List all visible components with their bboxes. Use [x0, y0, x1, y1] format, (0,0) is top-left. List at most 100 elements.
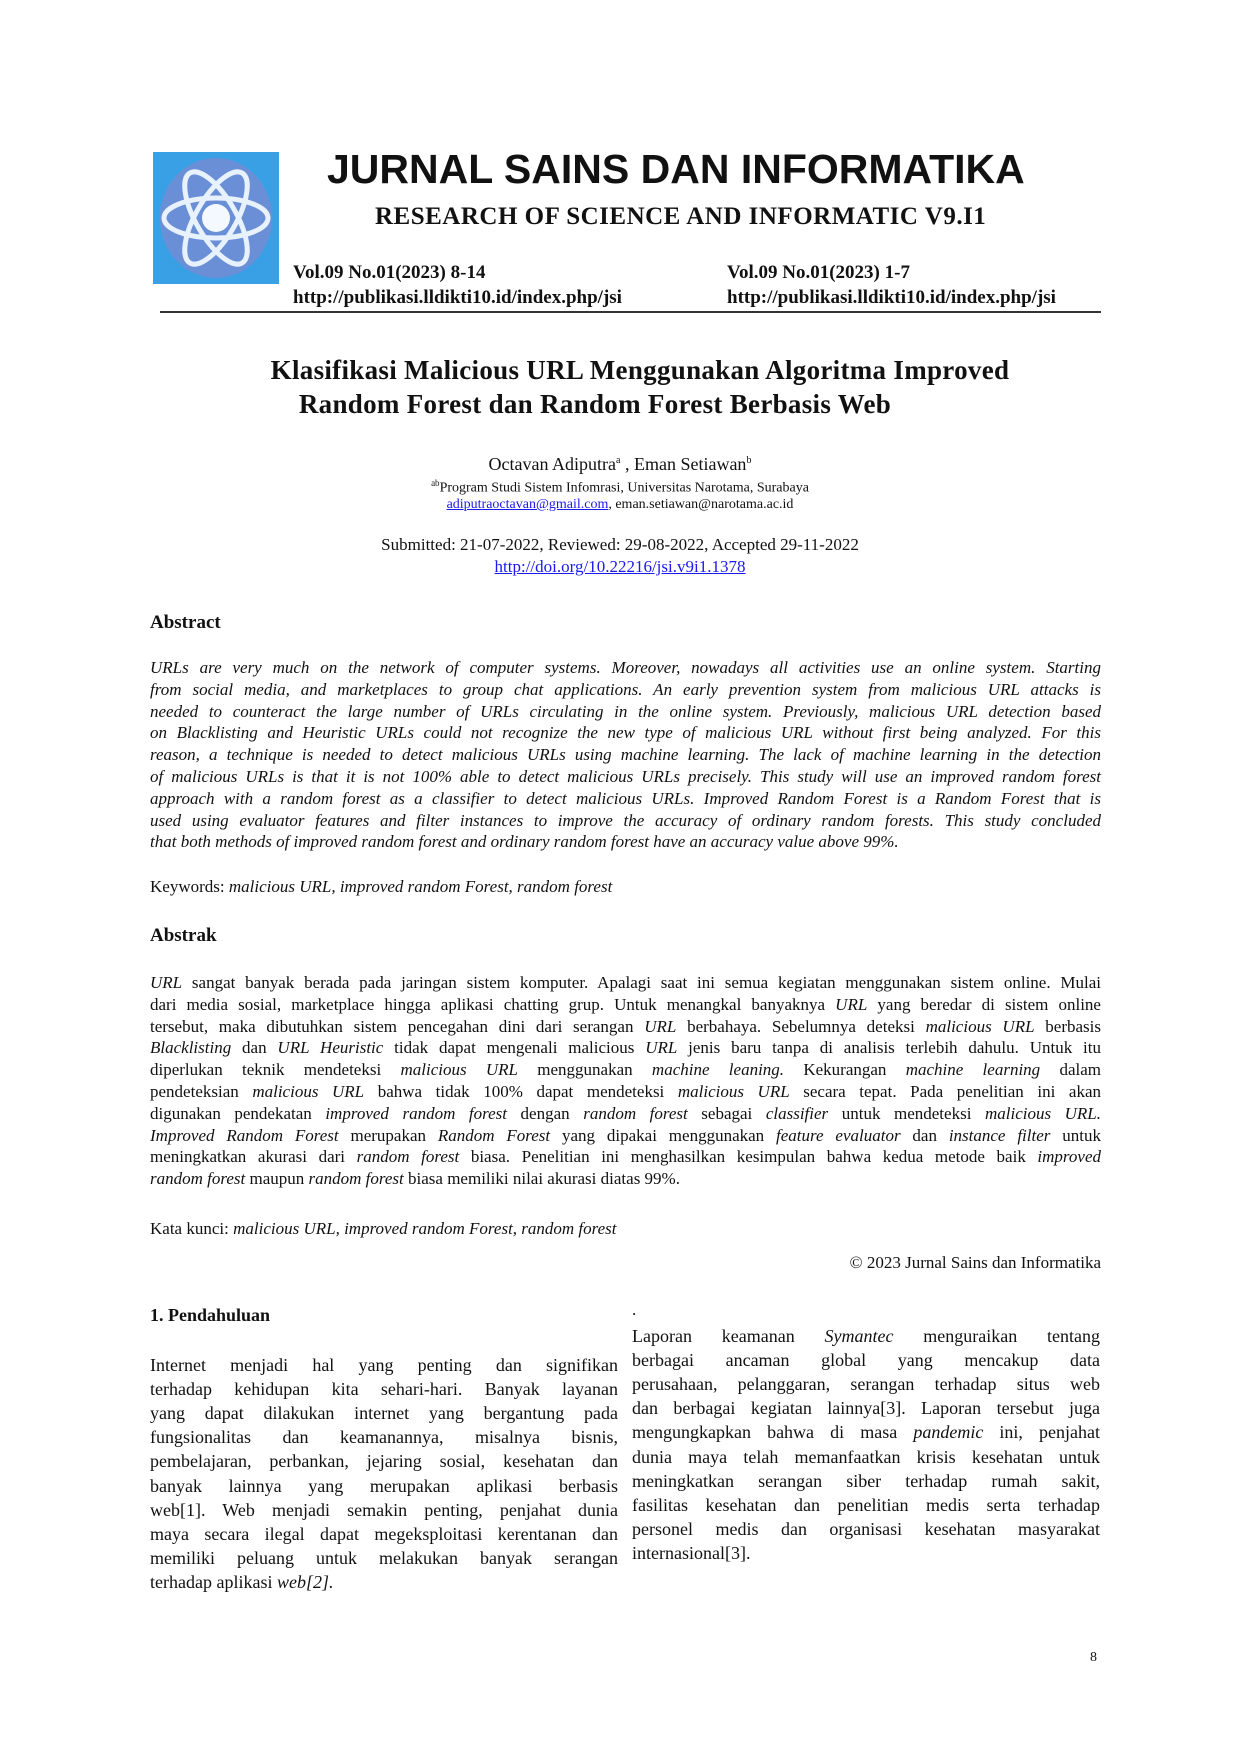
text-segment: digunakan pendekatan	[150, 1103, 326, 1123]
text-line: perusahaan, pelanggaran, serangan terhad…	[632, 1374, 1100, 1395]
text-segment: malicious URL	[925, 1016, 1035, 1036]
kata-kunci-label: Kata kunci:	[150, 1219, 234, 1238]
text-segment: personel medis dan organisasi kesehatan …	[632, 1518, 1100, 1539]
text-line: random forest maupun random forest biasa…	[150, 1169, 1101, 1189]
text-segment: machine leaning.	[651, 1060, 785, 1080]
text-segment: dari media sosial, marketplace hingga ap…	[150, 994, 836, 1014]
copyright: © 2023 Jurnal Sains dan Informatika	[849, 1253, 1101, 1272]
text-line: internasional[3].	[632, 1543, 1100, 1564]
email-separator: ,	[608, 497, 616, 512]
text-segment: malicious URL	[677, 1082, 790, 1101]
text-segment: terhadap kehidupan kita sehari-hari. Ban…	[150, 1379, 618, 1400]
abstract-heading: Abstract	[150, 612, 221, 633]
text-segment: URL	[645, 1038, 678, 1058]
text-segment: Internet menjadi hal yang penting dan si…	[150, 1355, 618, 1375]
journal-subtitle: RESEARCH OF SCIENCE AND INFORMATIC V9.I1	[375, 203, 986, 231]
paper-title-line1: Klasifikasi Malicious URL Menggunakan Al…	[270, 355, 1010, 385]
text-line: memiliki peluang untuk melakukan banyak …	[150, 1548, 618, 1569]
text-line: personel medis dan organisasi kesehatan …	[632, 1519, 1100, 1540]
text-line: approach with a random forest as a class…	[150, 789, 1101, 809]
author-name: Eman Setiawan	[633, 454, 747, 474]
text-line: digunakan pendekatan improved random for…	[150, 1104, 1101, 1124]
text-segment: on Blacklisting and Heuristic URLs could…	[150, 723, 1101, 743]
text-line: Laporan keamanan Symantec menguraikan te…	[632, 1326, 1100, 1347]
text-segment: yang beredar di sistem online	[867, 994, 1101, 1014]
kata-kunci: Kata kunci: malicious URL, improved rand…	[150, 1219, 617, 1239]
text-segment: sebagai	[687, 1103, 766, 1123]
right-volume: Vol.09 No.01(2023) 1-7	[727, 262, 910, 283]
text-segment: needed to counteract the large number of…	[150, 701, 1101, 721]
text-segment: meningkatkan serangan siber terhadap rum…	[632, 1470, 1100, 1491]
text-line: from social media, and marketplaces to g…	[150, 680, 1101, 700]
text-line: berbagai ancaman global yang mencakup da…	[632, 1350, 1100, 1371]
text-segment: biasa. Penelitian ini menghasilkan kesim…	[459, 1147, 1038, 1167]
kata-kunci-value: malicious URL, improved random Forest, r…	[233, 1219, 617, 1238]
text-segment: URL	[150, 973, 183, 992]
text-segment: reason, a technique is needed to detect …	[150, 745, 1101, 765]
text-line: pembelajaran, perbankan, jejaring sosial…	[150, 1451, 618, 1472]
text-segment: bahwa tidak 100% dapat mendeteksi	[364, 1082, 678, 1101]
author-sup: b	[746, 455, 752, 466]
text-segment: meningkatkan akurasi dari	[150, 1147, 357, 1167]
text-segment: dan	[900, 1125, 949, 1145]
text-segment: secara tepat. Pada penelitian ini akan	[789, 1082, 1101, 1101]
text-line: used using evaluator features and filter…	[150, 811, 1101, 831]
text-segment: machine learning	[905, 1060, 1041, 1080]
text-segment: feature evaluator	[776, 1125, 901, 1145]
text-segment: fasilitas kesehatan dan penelitian medis…	[632, 1494, 1100, 1515]
keywords-value: malicious URL, improved random Forest, r…	[228, 877, 613, 896]
text-segment: of malicious URLs is that it is not 100%…	[150, 767, 1101, 786]
left-url[interactable]: http://publikasi.lldikti10.id/index.php/…	[293, 287, 622, 308]
text-segment: internasional[3].	[632, 1542, 751, 1563]
text-segment: menggunakan	[517, 1060, 652, 1080]
text-segment: Symantec	[824, 1326, 894, 1346]
text-line: that both methods of improved random for…	[150, 832, 1101, 852]
text-line: reason, a technique is needed to detect …	[150, 745, 1101, 765]
text-segment: biasa memiliki nilai akurasi diatas 99%.	[403, 1169, 680, 1189]
text-segment: terhadap aplikasi	[150, 1571, 277, 1592]
text-line: dunia maya telah memanfaatkan krisis kes…	[632, 1447, 1100, 1468]
text-segment: classifier	[765, 1103, 829, 1123]
text-segment: Improved Random Forest	[150, 1125, 339, 1145]
text-line: URL sangat banyak berada pada jaringan s…	[150, 973, 1101, 993]
emails: adiputraoctavan@gmail.com, eman.setiawan…	[0, 497, 1240, 513]
text-segment: dan berbagai kegiatan lainnya[3]. Lapora…	[632, 1398, 1100, 1419]
left-volume: Vol.09 No.01(2023) 8-14	[293, 262, 486, 283]
text-segment: pandemic	[913, 1422, 984, 1443]
text-segment: memiliki peluang untuk melakukan banyak …	[150, 1547, 618, 1568]
text-line: dan berbagai kegiatan lainnya[3]. Lapora…	[632, 1398, 1100, 1419]
author-separator: ,	[620, 454, 634, 474]
text-line: Blacklisting dan URL Heuristic tidak dap…	[150, 1038, 1101, 1058]
journal-title: JURNAL SAINS DAN INFORMATIKA	[327, 146, 1025, 192]
header-divider	[160, 311, 1101, 313]
text-segment: Kekurangan	[784, 1060, 906, 1080]
author-name: Octavan Adiputra	[488, 454, 617, 474]
text-line: dari media sosial, marketplace hingga ap…	[150, 995, 1101, 1015]
text-segment: berbagai ancaman global yang mencakup da…	[632, 1350, 1100, 1371]
email-link[interactable]: adiputraoctavan@gmail.com	[446, 497, 609, 512]
email-text: eman.setiawan@narotama.ac.id	[615, 497, 794, 512]
text-segment: random forest	[150, 1169, 246, 1189]
keywords: Keywords: malicious URL, improved random…	[150, 877, 612, 897]
text-segment: maya secara ilegal dapat megeksploitasi …	[150, 1523, 618, 1544]
text-line: fungsionalitas dan keamanannya, misalnya…	[150, 1427, 618, 1448]
text-segment: dunia maya telah memanfaatkan krisis kes…	[632, 1446, 1100, 1467]
text-segment: random forest	[308, 1169, 404, 1189]
text-segment: dalam	[1040, 1060, 1101, 1080]
doi-link[interactable]: http://doi.org/10.22216/jsi.v9i1.1378	[494, 557, 746, 576]
submission-dates: Submitted: 21-07-2022, Reviewed: 29-08-2…	[381, 535, 859, 554]
text-line: tersebut, maka dibutuhkan sistem pencega…	[150, 1017, 1101, 1037]
text-segment: Blacklisting	[150, 1038, 232, 1058]
journal-subtitle-text: RESEARCH OF SCIENCE AND INFORMATIC	[375, 203, 919, 230]
text-segment: berbahaya. Sebelumnya deteksi	[676, 1016, 926, 1036]
text-segment: URL Heuristic	[277, 1038, 384, 1058]
text-line: on Blacklisting and Heuristic URLs could…	[150, 723, 1101, 743]
text-line: web[1]. Web menjadi semakin penting, pen…	[150, 1500, 618, 1521]
text-segment: untuk	[1050, 1125, 1101, 1145]
right-url[interactable]: http://publikasi.lldikti10.id/index.php/…	[727, 287, 1056, 308]
page-number: 8	[1090, 1650, 1097, 1665]
text-segment: URL	[835, 994, 868, 1014]
text-segment: tidak dapat mengenali malicious	[383, 1038, 646, 1058]
text-segment: used using evaluator features and filter…	[150, 810, 1101, 830]
text-segment: yang dapat dilakukan internet yang berga…	[150, 1403, 618, 1424]
